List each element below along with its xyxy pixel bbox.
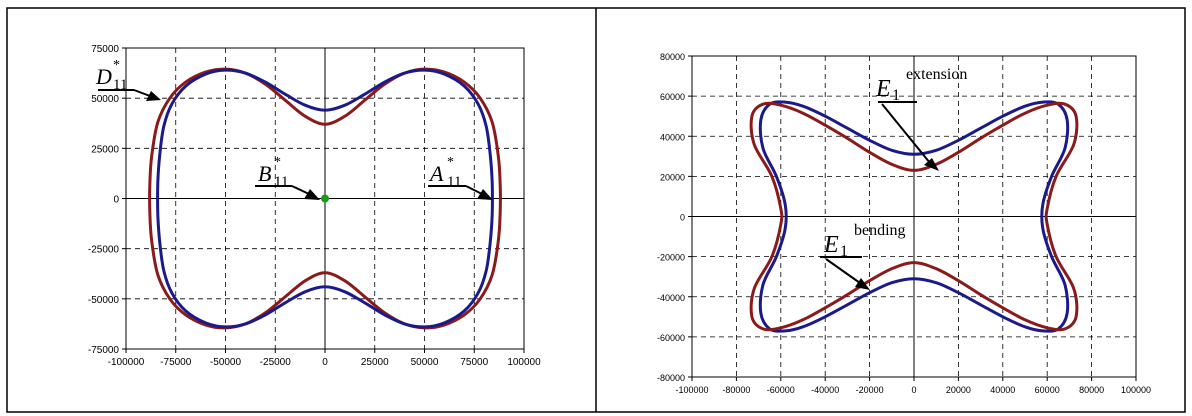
y-tick-label: 25000 bbox=[91, 144, 119, 155]
left-chart: -100000 -75000 -50000 -25000 0 25000 50000 7500… bbox=[88, 44, 541, 368]
y-tick-label: 50000 bbox=[91, 94, 119, 105]
y-tick-label: -75000 bbox=[88, 345, 120, 356]
x-tick-label: -100000 bbox=[108, 357, 145, 368]
annotation-e1-extension-base: E bbox=[875, 76, 891, 102]
y-tick-label: 40000 bbox=[660, 132, 685, 142]
y-tick-label: -40000 bbox=[657, 293, 685, 303]
series-a-11-line bbox=[148, 67, 502, 330]
y-tick-label: -20000 bbox=[657, 253, 685, 263]
annotation-b11-base: B bbox=[258, 161, 271, 186]
annotation-d11-arrowhead bbox=[146, 91, 161, 101]
x-tick-label: 100000 bbox=[1121, 385, 1151, 395]
annotation-e1-bending-arrow bbox=[825, 258, 861, 284]
right-chart: -100000 -80000 -60000 -40000 -20000 0 20000 400… bbox=[657, 52, 1151, 395]
y-tick-label: 60000 bbox=[660, 92, 685, 102]
x-tick-label: 80000 bbox=[1079, 385, 1104, 395]
x-tick-label: 75000 bbox=[460, 357, 488, 368]
annotation-e1-extension-sub: 1 bbox=[892, 87, 900, 104]
annotation-e1-bending-sub: 1 bbox=[840, 243, 848, 260]
x-tick-label: 0 bbox=[322, 357, 328, 368]
annotation-d11: D * 11 bbox=[95, 58, 161, 101]
x-tick-label: -60000 bbox=[767, 385, 795, 395]
annotation-a11-sub: 11 bbox=[447, 174, 461, 190]
annotation-d11-base: D bbox=[95, 64, 112, 89]
x-tick-label: 20000 bbox=[946, 385, 971, 395]
annotation-d11-sup: * bbox=[113, 58, 120, 73]
x-tick-label: -25000 bbox=[260, 357, 292, 368]
annotation-e1-extension-arrow bbox=[881, 103, 931, 164]
annotation-b11-sup: * bbox=[274, 155, 281, 170]
x-tick-label: 40000 bbox=[990, 385, 1015, 395]
x-tick-label: -50000 bbox=[210, 357, 242, 368]
y-tick-label: -80000 bbox=[657, 373, 685, 383]
annotation-b11: B * 11 bbox=[255, 155, 320, 200]
y-tick-label: 0 bbox=[113, 195, 119, 206]
series-b-11-point bbox=[321, 194, 329, 203]
annotation-b11-sub: 11 bbox=[274, 174, 288, 190]
y-tick-label: -25000 bbox=[88, 245, 120, 256]
x-tick-label: -20000 bbox=[856, 385, 884, 395]
annotation-e1-extension: E 1 extension bbox=[875, 66, 967, 171]
x-tick-label: -75000 bbox=[160, 357, 192, 368]
annotation-a11: A * 11 bbox=[428, 155, 493, 200]
annotation-a11-sup: * bbox=[447, 155, 454, 170]
annotation-e1-extension-sup: extension bbox=[906, 66, 967, 83]
x-tick-label: 25000 bbox=[361, 357, 389, 368]
annotation-a11-arrow bbox=[465, 185, 483, 195]
annotation-a11-base: A bbox=[428, 161, 444, 186]
x-tick-label: 50000 bbox=[411, 357, 439, 368]
x-tick-label: 60000 bbox=[1035, 385, 1060, 395]
series-d-11-line bbox=[156, 68, 494, 329]
y-tick-label: -50000 bbox=[88, 295, 120, 306]
annotation-e1-bending: E 1 bending bbox=[820, 222, 906, 290]
y-tick-label: 75000 bbox=[91, 44, 119, 55]
annotation-a11-arrowhead bbox=[477, 189, 493, 200]
y-tick-label: 80000 bbox=[660, 52, 685, 62]
annotation-e1-bending-arrowhead bbox=[855, 278, 870, 290]
y-tick-label: 0 bbox=[680, 213, 685, 223]
annotation-e1-bending-sup: bending bbox=[854, 222, 906, 239]
annotation-b11-arrow bbox=[291, 185, 310, 195]
y-tick-label: -60000 bbox=[657, 333, 685, 343]
x-tick-label: 100000 bbox=[507, 357, 541, 368]
annotation-b11-arrowhead bbox=[304, 189, 320, 200]
annotation-e1-bending-base: E bbox=[823, 232, 839, 258]
annotation-e1-extension-arrowhead bbox=[924, 158, 939, 171]
annotation-d11-arrow bbox=[133, 89, 151, 97]
series-e1-extension-line bbox=[758, 100, 1070, 333]
series-e1-bending-line bbox=[749, 101, 1079, 332]
x-tick-label: 0 bbox=[911, 385, 916, 395]
x-tick-label: -40000 bbox=[811, 385, 839, 395]
x-tick-label: -80000 bbox=[722, 385, 750, 395]
x-tick-label: -100000 bbox=[675, 385, 708, 395]
y-tick-label: 20000 bbox=[660, 172, 685, 182]
